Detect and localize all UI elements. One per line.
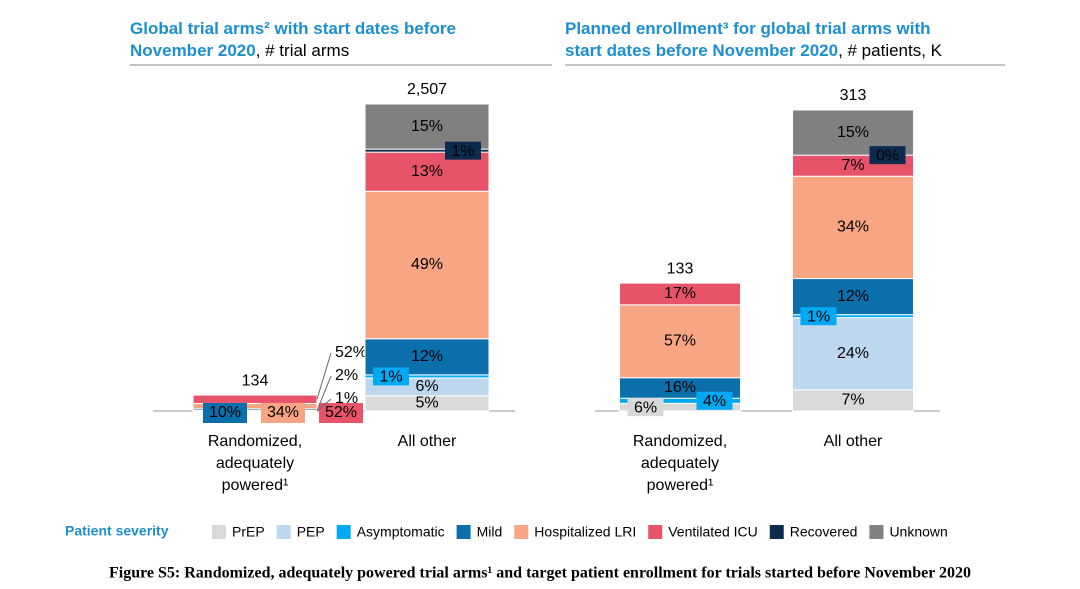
segment-label: 34%: [267, 404, 299, 421]
segment-label: 52%: [335, 344, 367, 361]
chart-title-line: Global trial arms² with start dates befo…: [130, 19, 456, 38]
chart-title-line: November 2020: [130, 41, 256, 60]
bar-segment: [192, 394, 318, 404]
segment-label: 5%: [415, 395, 438, 412]
segment-label: 1%: [335, 390, 358, 407]
legend-swatch: [648, 525, 663, 539]
chart-unit: , # trial arms: [256, 41, 350, 60]
legend-label: Hospitalized LRI: [534, 524, 636, 540]
segment-label: 15%: [837, 124, 869, 141]
total-label: 2,507: [407, 81, 447, 98]
segment-label: 1%: [451, 143, 474, 160]
segment-label: 15%: [411, 118, 443, 135]
legend-label: Ventilated ICU: [668, 524, 758, 540]
x-tick-label: Randomized, adequately powered¹: [208, 433, 302, 494]
total-label: 313: [840, 87, 867, 104]
legend-label: PEP: [297, 524, 325, 540]
segment-label: 2%: [335, 367, 358, 384]
legend-label: Unknown: [889, 524, 947, 540]
segment-label: 7%: [841, 392, 864, 409]
legend-swatch: [336, 525, 351, 539]
legend-swatch: [212, 525, 226, 539]
segment-label: 16%: [664, 379, 696, 396]
segment-label: 1%: [379, 369, 402, 386]
segment-label: 4%: [703, 393, 726, 410]
leader-line: [316, 352, 332, 400]
segment-label: 17%: [664, 285, 696, 302]
chart-title: November 2020, # trial arms: [130, 41, 349, 60]
segment-label: 12%: [837, 288, 869, 305]
chart-title-line: start dates before November 2020: [565, 41, 838, 60]
x-tick-label: Randomized, adequately powered¹: [633, 433, 727, 494]
chart-unit: , # patients, K: [838, 41, 943, 60]
bar-segment: [364, 190, 490, 340]
segment-label: 7%: [841, 157, 864, 174]
label-box: [373, 367, 409, 386]
legend-swatch: [514, 525, 529, 539]
x-tick-label: All other: [824, 433, 883, 450]
bar-segment: [619, 304, 741, 379]
segment-label: 0%: [876, 147, 899, 164]
legend-swatch: [769, 525, 784, 539]
chart-title-line: Planned enrollment³ for global trial arm…: [565, 19, 931, 38]
label-box: [445, 141, 481, 160]
total-label: 133: [667, 260, 694, 277]
legend-label: Asymptomatic: [357, 524, 445, 540]
label-box: [319, 403, 363, 423]
label-box: [203, 403, 247, 423]
segment-label: 1%: [807, 308, 830, 325]
bar-segment: [619, 282, 741, 306]
segment-label: 6%: [415, 378, 438, 395]
segment-label: 34%: [837, 219, 869, 236]
x-tick-label: All other: [398, 433, 457, 450]
segment-label: 6%: [634, 399, 657, 416]
legend-label: PrEP: [232, 524, 265, 540]
segment-label: 49%: [411, 256, 443, 273]
label-box: [627, 398, 664, 417]
legend-swatch: [869, 525, 884, 539]
legend-title: Patient severity: [65, 523, 169, 539]
bar-segment: [364, 103, 490, 150]
label-box: [869, 146, 906, 165]
bar-segment: [792, 175, 914, 280]
caption: Figure S5: Randomized, adequately powere…: [109, 565, 971, 582]
segment-label: 57%: [664, 333, 696, 350]
chart-title: Planned enrollment³ for global trial arm…: [565, 19, 931, 38]
chart-title: start dates before November 2020, # pati…: [565, 41, 943, 60]
segment-label: 52%: [325, 404, 357, 421]
legend-label: Recovered: [790, 524, 858, 540]
label-box: [261, 403, 305, 423]
segment-label: 10%: [209, 404, 241, 421]
total-label: 134: [242, 372, 269, 389]
legend-label: Mild: [477, 524, 503, 540]
segment-label: 12%: [411, 348, 443, 365]
bar-segment: [792, 317, 914, 391]
label-box: [696, 391, 733, 410]
leader-line: [316, 398, 332, 412]
label-box: [800, 307, 837, 326]
segment-label: 13%: [411, 163, 443, 180]
segment-label: 24%: [837, 345, 869, 362]
leader-line: [316, 375, 332, 411]
legend-swatch: [456, 525, 471, 539]
legend-swatch: [276, 525, 291, 539]
chart-title: Global trial arms² with start dates befo…: [130, 19, 456, 38]
